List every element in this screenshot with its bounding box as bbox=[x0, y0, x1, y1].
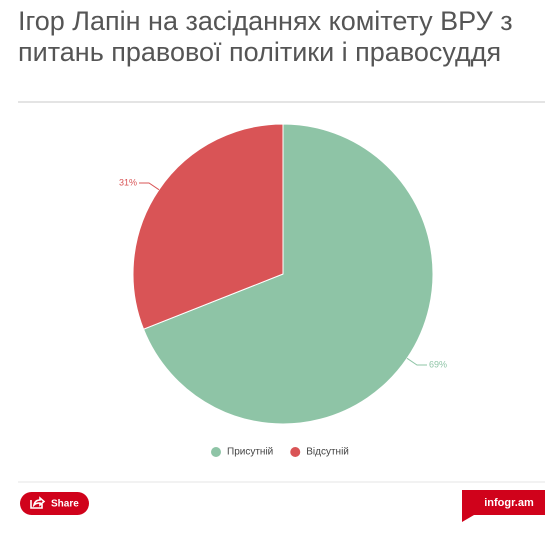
data-label: 31% bbox=[119, 177, 137, 187]
leader-line bbox=[139, 182, 160, 191]
brand-bg bbox=[462, 490, 545, 522]
brand-label[interactable]: infogr.am bbox=[484, 497, 534, 509]
legend-marker bbox=[290, 447, 301, 457]
pie-slice bbox=[132, 123, 284, 330]
title-box: Ігор Лапін на засіданнях комітету ВРУ з … bbox=[18, 6, 513, 67]
legend-label: Присутній bbox=[227, 447, 273, 458]
brand-logo[interactable]: infogr.am bbox=[462, 490, 545, 522]
share-icon bbox=[30, 496, 46, 509]
share-bg[interactable] bbox=[20, 492, 89, 515]
share-button[interactable]: Share bbox=[20, 492, 89, 515]
share-label[interactable]: Share bbox=[51, 499, 79, 510]
leader-line bbox=[406, 357, 427, 366]
chart-title: Ігор Лапін на засіданнях комітету ВРУ з … bbox=[18, 6, 513, 67]
legend-label: Відсутній bbox=[306, 447, 349, 458]
data-label: 69% bbox=[429, 359, 447, 369]
legend-marker bbox=[211, 447, 221, 457]
